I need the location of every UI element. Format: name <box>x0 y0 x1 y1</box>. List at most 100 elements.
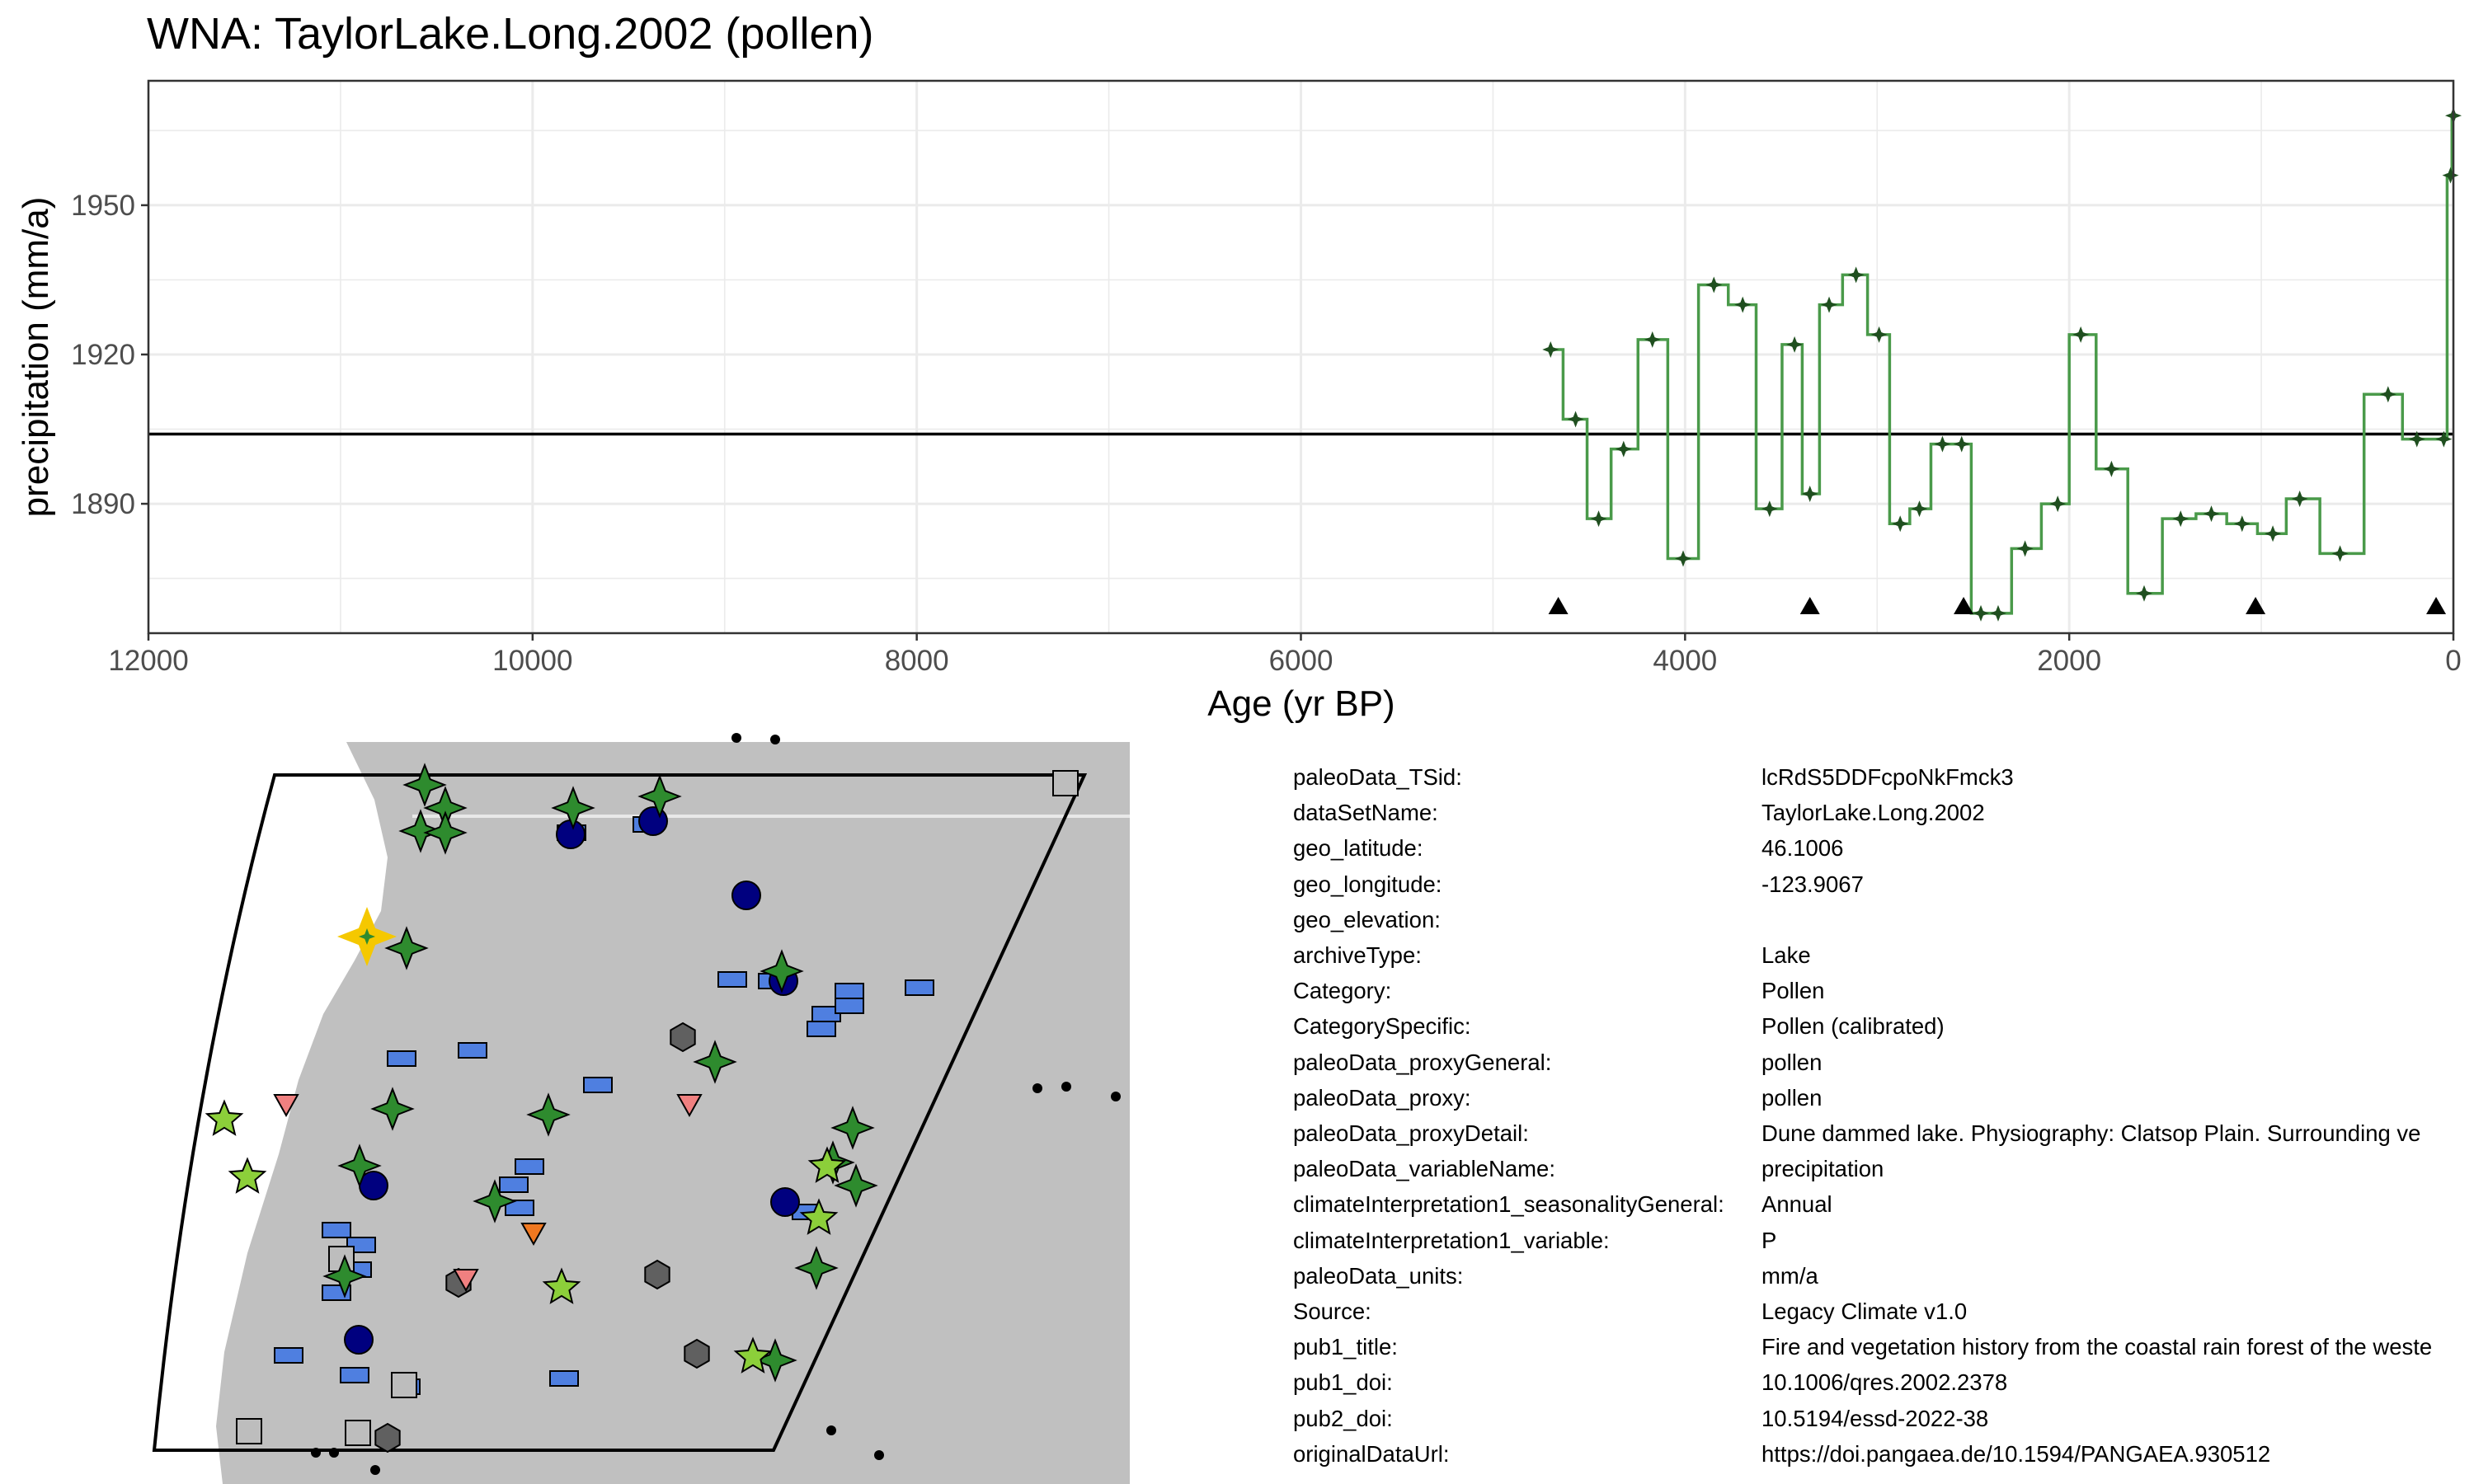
data-point <box>1989 604 2006 622</box>
metadata-value: Legacy Climate v1.0 <box>1761 1298 1968 1324</box>
data-point <box>1615 440 1632 458</box>
map-marker-star <box>205 1099 244 1136</box>
data-point <box>2408 430 2425 448</box>
map-marker-star <box>228 1157 267 1194</box>
data-point <box>2136 585 2153 602</box>
metadata-key: geo_elevation: <box>1293 906 1441 932</box>
x-tick-label: 0 <box>2445 645 2461 677</box>
metadata-value: P <box>1761 1227 1777 1253</box>
map-marker-rect <box>515 1158 544 1175</box>
map-marker-circle <box>344 1325 374 1355</box>
y-tick-label: 1950 <box>71 190 135 222</box>
metadata-key: climateInterpretation1_seasonalityGenera… <box>1293 1191 1724 1218</box>
map-marker-dot <box>826 1425 836 1435</box>
map-marker-dot <box>370 1465 380 1475</box>
data-point <box>1973 604 1990 622</box>
map-marker-dot <box>311 1448 321 1458</box>
map-marker-pollen <box>551 786 595 830</box>
age-marker <box>2246 597 2266 614</box>
highlighted-site-core <box>359 928 375 945</box>
map-marker-triangle <box>520 1223 547 1247</box>
map-marker-pollen <box>830 1106 875 1150</box>
map-marker-dot <box>1111 1092 1121 1101</box>
metadata-key: pub1_doi: <box>1293 1369 1393 1396</box>
age-marker <box>2426 597 2447 614</box>
data-point <box>2049 495 2067 513</box>
data-point <box>1870 326 1888 343</box>
metadata-value: 10.5194/essd-2022-38 <box>1761 1405 1989 1431</box>
x-axis-label: Age (yr BP) <box>1207 683 1395 724</box>
map-marker-dot <box>1032 1083 1042 1093</box>
map-marker-rect <box>499 1176 529 1193</box>
data-point <box>1542 340 1559 358</box>
map-marker-rect <box>905 979 934 996</box>
age-markers <box>1548 597 2447 614</box>
metadata-value: pollen <box>1761 1049 1823 1075</box>
x-tick-label: 2000 <box>2037 645 2101 677</box>
metadata-key: climateInterpretation1_variable: <box>1293 1227 1610 1253</box>
map-marker-rect <box>807 1021 836 1037</box>
metadata-key: paleoData_proxyGeneral: <box>1293 1049 1552 1075</box>
age-marker <box>1548 597 1569 614</box>
metadata-value: 10.1006/qres.2002.2378 <box>1761 1369 2008 1396</box>
map-marker-pollen <box>526 1092 571 1137</box>
data-point <box>1953 435 1970 453</box>
chart-title: WNA: TaylorLake.Long.2002 (pollen) <box>147 9 874 59</box>
metadata-value: Annual <box>1761 1191 1832 1218</box>
map-marker-triangle <box>676 1094 703 1118</box>
precipitation-chart: 12000 10000 8000 6000 4000 2000 0 1890 1920 1950… <box>16 79 2462 724</box>
map-marker-circle <box>770 1187 800 1217</box>
metadata-value: https://doi.pangaea.de/10.1594/PANGAEA.9… <box>1761 1440 2271 1467</box>
metadata-key: archiveType: <box>1293 942 1422 968</box>
map-marker-rect <box>835 998 864 1014</box>
data-point <box>1821 296 1838 313</box>
y-axis-label: precipitation (mm/a) <box>16 197 56 518</box>
metadata-value: -123.9067 <box>1761 871 1864 897</box>
metadata-key: geo_longitude: <box>1293 871 1442 897</box>
metadata-value: Pollen (calibrated) <box>1761 1013 1945 1040</box>
map-marker-square <box>1052 770 1079 796</box>
map-marker-triangle <box>453 1269 479 1293</box>
data-point <box>1590 510 1607 528</box>
data-points <box>1542 107 2462 622</box>
map-marker-dot <box>770 735 780 744</box>
data-point <box>2265 525 2282 542</box>
map-marker-star <box>542 1267 581 1304</box>
metadata-key: geo_latitude: <box>1293 835 1423 862</box>
map-marker-star <box>799 1198 839 1235</box>
map-marker-pollen <box>402 763 447 807</box>
x-tick-label: 6000 <box>1269 645 1333 677</box>
map-marker-dot <box>874 1450 884 1460</box>
map-marker-pollen <box>384 926 429 970</box>
data-point <box>1934 435 1951 453</box>
metadata-key: Source: <box>1293 1298 1371 1324</box>
data-point <box>1911 500 1928 518</box>
map-marker-dot <box>329 1448 339 1458</box>
y-axis-ticks: 1890 1920 1950 <box>71 190 148 520</box>
map-markers <box>205 733 1121 1475</box>
metadata-key: paleoData_proxyDetail: <box>1293 1120 1529 1146</box>
map-marker-hexagon <box>670 1021 696 1053</box>
metadata-key: paleoData_units: <box>1293 1262 1464 1289</box>
land-mass <box>216 742 1130 1484</box>
map-marker-rect <box>340 1367 369 1383</box>
metadata-key: originalDataUrl: <box>1293 1440 1450 1467</box>
data-point <box>1801 485 1818 502</box>
map-marker-pollen <box>423 810 468 855</box>
data-point <box>1734 296 1752 313</box>
metadata-key: paleoData_variableName: <box>1293 1156 1555 1182</box>
metadata-value: 46.1006 <box>1761 835 1844 862</box>
map-marker-pollen <box>794 1246 839 1290</box>
map-marker-star <box>733 1336 773 1374</box>
metadata-value: Fire and vegetation history from the coa… <box>1761 1334 2433 1360</box>
metadata-value: lcRdS5DDFcpoNkFmck3 <box>1761 764 2014 790</box>
map-marker-pollen <box>760 949 804 993</box>
series-step-line <box>1550 114 2453 615</box>
map-marker-triangle <box>273 1094 299 1118</box>
map-marker-rect <box>505 1200 534 1216</box>
region-outline <box>152 773 1088 1452</box>
metadata-value: Pollen <box>1761 978 1825 1004</box>
data-point <box>1567 411 1584 428</box>
data-point <box>2379 386 2396 403</box>
data-point <box>2331 545 2349 562</box>
